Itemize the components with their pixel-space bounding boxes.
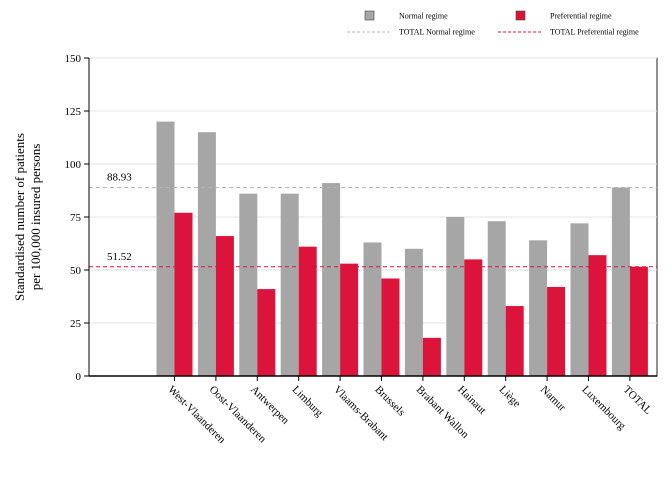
bar-preferential-regime-vlaams-brabant — [340, 263, 359, 376]
bar-preferential-regime-brabant-wallon — [422, 337, 441, 376]
bar-normal-regime-vlaams-brabant — [322, 183, 341, 376]
y-tick-label: 25 — [70, 318, 82, 330]
y-tick-label: 125 — [65, 106, 82, 118]
x-tick-label: Hainaut — [455, 384, 488, 417]
y-tick-label: 0 — [76, 371, 82, 383]
x-tick-label: Limburg — [290, 384, 326, 420]
y-axis: 0 25 50 75 100 125 150 — [65, 53, 90, 383]
bars — [156, 121, 648, 376]
bar-normal-regime-limburg — [280, 193, 299, 376]
reference-label-total-preferential-regime: 51.52 — [107, 251, 132, 263]
x-tick-label: Namur — [538, 384, 568, 414]
y-axis-title-line1: Standardised number of patients — [12, 133, 27, 301]
legend-swatch-normal — [364, 10, 375, 21]
reference-label-total-normal-regime: 88.93 — [107, 171, 132, 183]
x-axis: West-VlaanderenOost-VlaanderenAntwerpenL… — [89, 375, 657, 446]
x-tick-label: Liège — [497, 384, 523, 410]
legend-label-total-preferential: TOTAL Preferential regime — [550, 28, 639, 37]
legend-label-preferential: Preferential regime — [550, 12, 612, 21]
bar-preferential-regime-namur — [547, 286, 566, 376]
bar-normal-regime-brabant-wallon — [404, 248, 423, 376]
bar-normal-regime-brussels — [363, 242, 382, 376]
y-axis-title-line2: per 100,000 insured persons — [28, 144, 43, 291]
reference-lines: 88.93 51.52 — [89, 171, 657, 268]
legend: Normal regime Preferential regime TOTAL … — [347, 10, 639, 37]
bar-preferential-regime-antwerpen — [257, 289, 276, 376]
y-tick-label: 100 — [65, 159, 82, 171]
bar-normal-regime-west-vlaanderen — [156, 121, 175, 376]
x-tick-label: Brussels — [372, 384, 407, 419]
bar-normal-regime-liege — [487, 221, 506, 376]
bar-preferential-regime-oost-vlaanderen — [215, 236, 234, 376]
y-tick-label: 75 — [70, 212, 82, 224]
bar-preferential-regime-liege — [505, 306, 524, 376]
bar-normal-regime-hainaut — [446, 217, 465, 376]
bar-normal-regime-namur — [529, 240, 548, 376]
bar-preferential-regime-limburg — [298, 246, 317, 376]
bar-preferential-regime-brussels — [381, 278, 400, 376]
plot-area: 88.93 51.52 0 25 50 75 100 125 150 West-Vlaande… — [65, 53, 658, 446]
x-tick-label: TOTAL — [621, 384, 654, 417]
legend-label-total-normal: TOTAL Normal regime — [399, 28, 475, 37]
legend-label-normal: Normal regime — [399, 12, 448, 21]
bar-normal-regime-oost-vlaanderen — [197, 132, 216, 376]
bar-preferential-regime-hainaut — [464, 259, 483, 376]
bar-normal-regime-antwerpen — [239, 193, 258, 376]
bar-preferential-regime-luxembourg — [588, 255, 607, 376]
x-tick-label: Antwerpen — [248, 384, 291, 427]
bar-preferential-regime-west-vlaanderen — [174, 212, 193, 376]
bar-normal-regime-luxembourg — [570, 223, 589, 376]
bar-normal-regime-total — [611, 187, 630, 376]
y-tick-label: 50 — [70, 265, 82, 277]
bar-preferential-regime-total — [629, 266, 648, 376]
y-tick-label: 150 — [65, 53, 82, 65]
legend-swatch-preferential — [515, 10, 526, 21]
